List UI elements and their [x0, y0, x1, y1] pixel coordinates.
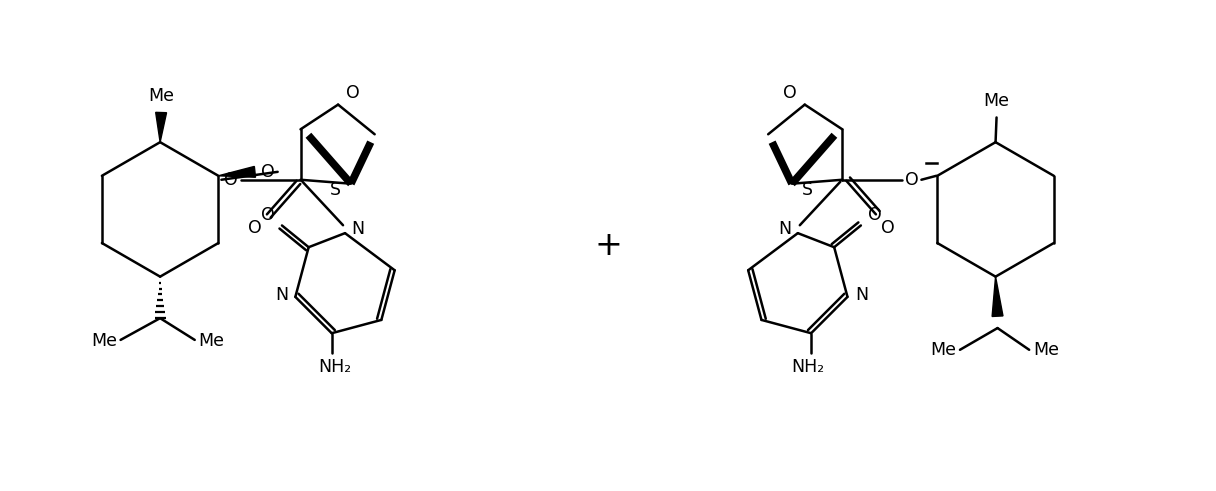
Text: O: O [880, 219, 895, 237]
Text: O: O [783, 84, 796, 102]
Text: Me: Me [148, 87, 174, 105]
Polygon shape [219, 166, 255, 177]
Text: N: N [778, 220, 792, 238]
Text: O: O [905, 171, 918, 189]
Text: N: N [855, 286, 868, 304]
Text: N: N [351, 220, 365, 238]
Text: O: O [248, 219, 261, 237]
Text: Me: Me [930, 341, 956, 359]
Text: N: N [275, 286, 288, 304]
Text: O: O [868, 206, 882, 223]
Text: S: S [803, 181, 814, 199]
Text: Me: Me [198, 332, 225, 350]
Text: +: + [595, 229, 621, 263]
Text: O: O [261, 206, 275, 223]
Text: O: O [261, 163, 275, 181]
Text: NH₂: NH₂ [319, 358, 351, 376]
Text: Me: Me [1032, 341, 1059, 359]
Text: NH₂: NH₂ [792, 358, 824, 376]
Polygon shape [156, 112, 167, 142]
Text: O: O [225, 171, 238, 189]
Text: O: O [347, 84, 360, 102]
Text: S: S [330, 181, 340, 199]
Polygon shape [992, 276, 1003, 317]
Text: Me: Me [91, 332, 117, 350]
Text: Me: Me [984, 92, 1009, 109]
